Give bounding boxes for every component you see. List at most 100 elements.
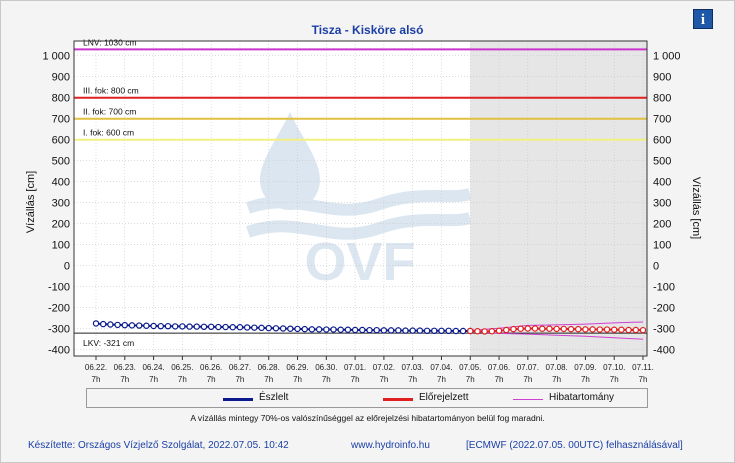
- y-tick-label-left: -100: [48, 282, 70, 294]
- x-tick-label-date: 06.23.: [114, 363, 136, 372]
- forecast-point: [589, 326, 596, 333]
- x-tick-label-date: 07.02.: [373, 363, 395, 372]
- observed-point: [402, 327, 409, 334]
- y-tick-label-right: -200: [653, 303, 675, 315]
- y-tick-label-right: 0: [653, 261, 659, 273]
- threshold-label: III. fok: 800 cm: [83, 86, 139, 96]
- forecast-point: [603, 326, 611, 333]
- x-tick-label-date: 07.03.: [402, 363, 424, 372]
- observed-point: [287, 325, 294, 332]
- legend-label-error-band: Hibatartomány: [549, 392, 615, 403]
- observed-point: [200, 323, 208, 331]
- y-tick-label-right: -300: [653, 324, 675, 336]
- forecast-point: [517, 325, 524, 332]
- observed-point: [171, 323, 179, 330]
- y-tick-label-right: 300: [653, 198, 671, 210]
- forecast-point: [510, 325, 517, 333]
- x-tick-label-date: 07.07.: [517, 363, 539, 372]
- legend: Észlelt Előrejelzett Hibatartomány: [86, 388, 648, 408]
- forecast-point: [575, 325, 582, 333]
- x-tick-label-hour: 7h: [351, 375, 360, 384]
- forecast-point: [495, 327, 503, 334]
- x-tick-label-hour: 7h: [293, 375, 302, 384]
- threshold-label: LNV: 1030 cm: [83, 37, 137, 47]
- observed-point: [222, 323, 229, 331]
- y-axis-label-left: Vízállás [cm]: [25, 171, 37, 233]
- y-tick-label-left: 200: [52, 219, 70, 231]
- y-tick-label-left: 800: [52, 93, 70, 105]
- footer-url[interactable]: www.hydroinfo.hu: [351, 440, 430, 451]
- y-tick-label-right: 400: [653, 177, 671, 189]
- observed-point: [143, 322, 150, 329]
- x-tick-label-hour: 7h: [581, 375, 590, 384]
- forecast-point: [503, 326, 510, 334]
- legend-swatch-observed: [223, 398, 253, 401]
- threshold-label: LKV: -321 cm: [83, 338, 134, 348]
- x-tick-label-date: 06.22.: [85, 363, 107, 372]
- observed-point: [229, 324, 236, 331]
- observed-point: [452, 327, 460, 335]
- plot-border: [73, 40, 648, 357]
- x-tick-label-date: 06.28.: [258, 363, 280, 372]
- x-tick-label-hour: 7h: [322, 375, 331, 384]
- observed-point: [258, 324, 265, 332]
- forecast-period-shade: [470, 41, 647, 356]
- x-tick-label-hour: 7h: [552, 375, 561, 384]
- y-tick-label-left: 0: [64, 261, 70, 273]
- observed-point: [99, 320, 107, 328]
- forecast-point: [596, 326, 604, 333]
- footer-model: [ECMWF (2022.07.05. 00UTC) felhasználásá…: [466, 440, 683, 451]
- forecast-point: [567, 325, 575, 333]
- observed-point: [207, 323, 215, 331]
- y-tick-label-left: 100: [52, 240, 70, 252]
- observed-point: [265, 324, 272, 332]
- forecast-point: [611, 326, 618, 333]
- observed-point: [431, 327, 438, 334]
- forecast-point: [481, 328, 488, 335]
- x-tick-label-hour: 7h: [523, 375, 532, 384]
- y-axis-label-right: Vízállás [cm]: [690, 177, 702, 239]
- observed-point: [164, 322, 172, 330]
- y-tick-label-right: 1 000: [653, 51, 681, 63]
- footer-credit: Készítette: Országos Vízjelző Szolgálat,…: [28, 440, 289, 451]
- observed-point: [236, 324, 244, 331]
- y-tick-label-left: 700: [52, 114, 70, 126]
- observed-point: [294, 325, 301, 333]
- forecast-note: A vízállás mintegy 70%-os valószínűségge…: [190, 413, 545, 423]
- x-tick-label-date: 07.10.: [603, 363, 625, 372]
- y-tick-label-left: -400: [48, 345, 70, 357]
- observed-point: [387, 327, 395, 334]
- x-tick-label-date: 07.04.: [430, 363, 452, 372]
- legend-swatch-forecast: [383, 398, 413, 401]
- x-tick-label-hour: 7h: [207, 375, 216, 384]
- x-tick-label-hour: 7h: [120, 375, 129, 384]
- observed-point: [323, 326, 330, 333]
- y-tick-label-right: -100: [653, 282, 675, 294]
- observed-point: [373, 326, 380, 334]
- observed-point: [121, 321, 128, 329]
- forecast-point: [625, 326, 632, 334]
- x-tick-label-date: 06.26.: [200, 363, 222, 372]
- forecast-point: [560, 325, 568, 333]
- y-tick-label-right: 700: [653, 114, 671, 126]
- x-tick-label-hour: 7h: [639, 375, 648, 384]
- x-tick-label-date: 07.06.: [488, 363, 510, 372]
- threshold-label: II. fok: 700 cm: [83, 107, 136, 117]
- observed-point: [193, 323, 200, 330]
- observed-point: [337, 326, 344, 333]
- observed-point: [272, 325, 280, 332]
- x-tick-label-date: 06.29.: [286, 363, 308, 372]
- y-tick-label-left: 300: [52, 198, 70, 210]
- x-tick-label-date: 06.27.: [229, 363, 251, 372]
- forecast-point: [524, 325, 532, 332]
- x-tick-label-date: 07.08.: [546, 363, 568, 372]
- x-tick-label-hour: 7h: [610, 375, 619, 384]
- info-button[interactable]: i: [693, 9, 713, 29]
- observed-point: [459, 327, 467, 335]
- observed-point: [366, 326, 373, 334]
- y-tick-label-right: 100: [653, 240, 671, 252]
- x-tick-label-hour: 7h: [466, 375, 475, 384]
- observed-point: [301, 325, 308, 333]
- x-tick-label-hour: 7h: [379, 375, 388, 384]
